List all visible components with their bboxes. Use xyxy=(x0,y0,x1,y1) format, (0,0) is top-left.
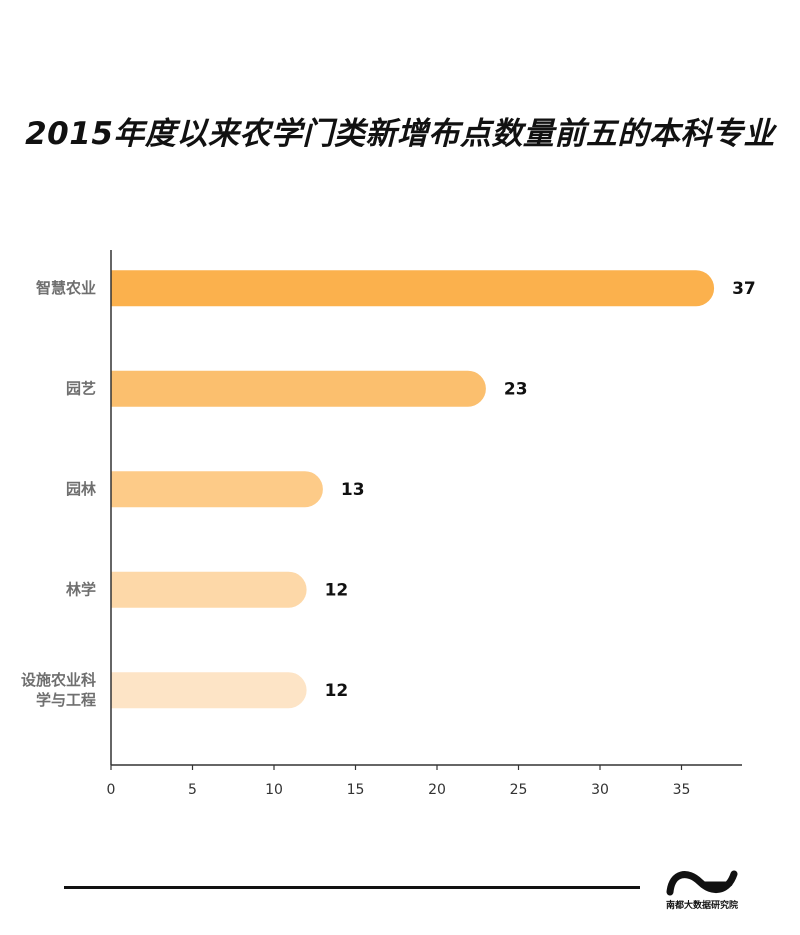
category-label: 园艺 xyxy=(66,380,96,398)
bar xyxy=(111,370,486,407)
category-label: 设施农业科学与工程 xyxy=(21,671,96,709)
bar xyxy=(111,672,307,709)
logo-text: 南都大数据研究院 xyxy=(665,901,738,911)
x-tick-label: 10 xyxy=(265,782,283,798)
x-tick-label: 35 xyxy=(673,782,691,798)
data-label: 37 xyxy=(732,279,756,299)
chart-title: 2015年度以来农学门类新增布点数量前五的本科专业 xyxy=(25,116,775,152)
bar xyxy=(111,471,323,508)
x-tick-label: 25 xyxy=(510,782,528,798)
x-tick-label: 20 xyxy=(428,782,446,798)
publisher-logo: 南都大数据研究院 xyxy=(664,866,740,912)
footer-divider xyxy=(64,886,640,889)
category-label: 智慧农业 xyxy=(36,279,96,297)
bar xyxy=(111,571,307,608)
category-label: 林学 xyxy=(66,581,96,599)
x-tick-label: 15 xyxy=(347,782,365,798)
x-tick-label: 5 xyxy=(188,782,197,798)
data-label: 23 xyxy=(504,380,528,400)
bar xyxy=(111,270,715,307)
wave-icon xyxy=(666,870,738,896)
data-label: 13 xyxy=(341,480,365,500)
data-label: 12 xyxy=(325,581,349,601)
data-label: 12 xyxy=(325,681,349,701)
x-tick-label: 30 xyxy=(591,782,609,798)
category-label: 园林 xyxy=(66,480,97,498)
x-tick-label: 0 xyxy=(107,782,116,798)
